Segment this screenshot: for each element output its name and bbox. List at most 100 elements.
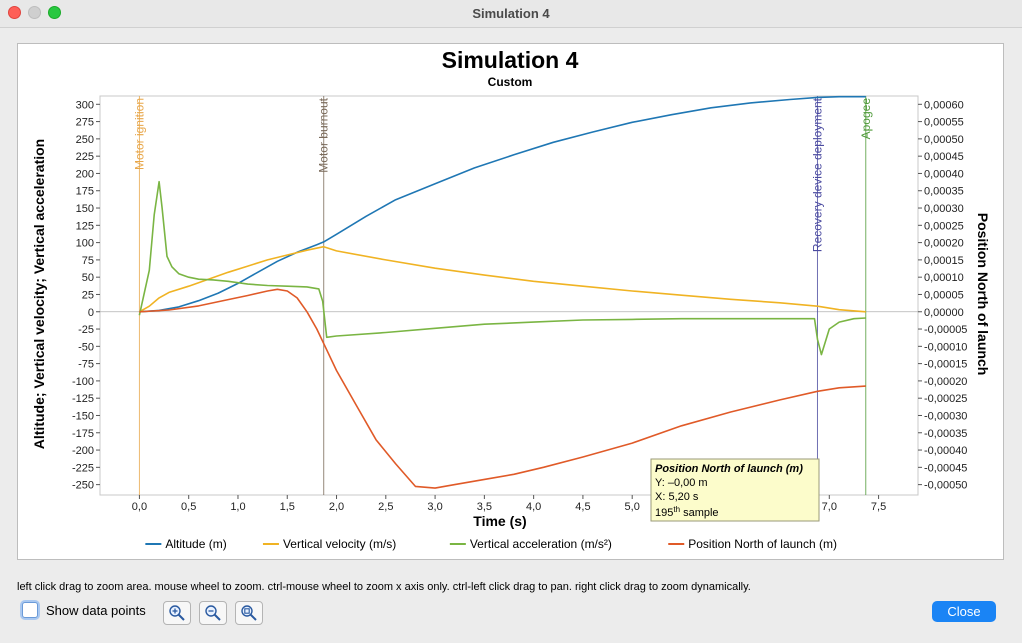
y-right-tick-label: -0,00015 <box>924 359 967 371</box>
x-tick-label: 7,0 <box>822 501 837 513</box>
x-tick-label: 4,0 <box>526 501 541 513</box>
x-tick-label: 0,5 <box>181 501 196 513</box>
y-right-tick-label: -0,00030 <box>924 410 967 422</box>
y-left-tick-label: -125 <box>72 393 94 405</box>
legend: Altitude (m) Vertical velocity (m/s) Verti… <box>145 537 837 551</box>
x-tick-label: 1,0 <box>230 501 245 513</box>
y-left-tick-label: 0 <box>88 307 94 319</box>
y-right-tick-label: 0,00030 <box>924 203 964 215</box>
y-left-tick-label: 200 <box>76 168 94 180</box>
tooltip-title: Position North of launch (m) <box>655 463 803 475</box>
maximize-window-button[interactable] <box>48 6 61 19</box>
legend-label: Vertical velocity (m/s) <box>283 537 396 551</box>
tooltip-sample: 195th sample <box>655 505 719 519</box>
zoom-in-button[interactable] <box>163 601 191 625</box>
y-left-tick-label: 225 <box>76 151 94 163</box>
y-right-tick-label: -0,00045 <box>924 462 967 474</box>
y-right-tick-label: -0,00005 <box>924 324 967 336</box>
y-left-tick-label: -25 <box>78 324 94 336</box>
tooltip-y: Y: –0,00 m <box>655 477 708 489</box>
x-tick-label: 3,5 <box>477 501 492 513</box>
zoom-out-button[interactable] <box>199 601 227 625</box>
legend-label: Altitude (m) <box>165 537 226 551</box>
y-left-tick-label: 275 <box>76 117 94 129</box>
series-line <box>139 95 866 313</box>
x-axis-label: Time (s) <box>473 513 526 529</box>
window-titlebar: Simulation 4 <box>0 0 1022 28</box>
y-right-tick-label: 0,00050 <box>924 134 964 146</box>
x-tick-label: 2,5 <box>378 501 393 513</box>
show-data-points-checkbox[interactable] <box>22 602 38 618</box>
x-tick-label: 3,0 <box>427 501 442 513</box>
zoom-reset-icon <box>241 605 257 621</box>
y-right-tick-label: 0,00020 <box>924 238 964 250</box>
show-data-points-label: Show data points <box>46 602 146 618</box>
plot-area[interactable] <box>99 95 919 496</box>
y-left-tick-label: -175 <box>72 428 94 440</box>
y-left-tick-label: -100 <box>72 376 94 388</box>
y-left-tick-label: 125 <box>76 220 94 232</box>
y-right-tick-label: -0,00050 <box>924 480 967 492</box>
y-right-tick-label: 0,00000 <box>924 307 964 319</box>
tooltip-sample-sup: th <box>673 505 680 514</box>
zoom-out-icon <box>205 605 221 621</box>
y-left-tick-label: 250 <box>76 134 94 146</box>
y-right-tick-label: 0,00010 <box>924 272 964 284</box>
help-text: left click drag to zoom area. mouse whee… <box>17 581 751 593</box>
series-line <box>139 245 866 313</box>
y-right-tick-label: -0,00020 <box>924 376 967 388</box>
chart-panel[interactable]: Simulation 4 Custom Motor ignition Motor … <box>17 43 1004 560</box>
close-button[interactable]: Close <box>932 601 996 622</box>
y-right-tick-label: -0,00010 <box>924 341 967 353</box>
y-right-tick-label: 0,00005 <box>924 289 964 301</box>
y-right-tick-label: 0,00045 <box>924 151 964 163</box>
y-right-tick-label: 0,00040 <box>924 168 964 180</box>
legend-label: Vertical acceleration (m/s²) <box>470 537 612 551</box>
minimize-window-button[interactable] <box>28 6 41 19</box>
event-label: Motor ignition <box>132 98 146 170</box>
x-tick-label: 5,0 <box>625 501 640 513</box>
y-right-tick-label: 0,00035 <box>924 186 964 198</box>
y-axis-right-label: Position North of launch <box>975 213 991 376</box>
x-tick-label: 0,0 <box>132 501 147 513</box>
x-tick-label: 7,5 <box>871 501 886 513</box>
y-axis-left-label: Altitude; Vertical velocity; Vertical ac… <box>31 139 47 449</box>
close-window-button[interactable] <box>8 6 21 19</box>
tooltip: Position North of launch (m) Y: –0,00 m … <box>650 458 820 522</box>
y-left-tick-label: 150 <box>76 203 94 215</box>
tooltip-x: X: 5,20 s <box>655 491 699 503</box>
series-line <box>139 288 866 489</box>
y-left-tick-label: -225 <box>72 462 94 474</box>
tooltip-box <box>650 458 820 522</box>
y-right-tick-label: 0,00025 <box>924 220 964 232</box>
chart-svg[interactable]: Simulation 4 Custom Motor ignition Motor … <box>18 44 1003 559</box>
zoom-reset-button[interactable] <box>235 601 263 625</box>
y-right-tick-label: 0,00060 <box>924 99 964 111</box>
x-tick-label: 1,5 <box>280 501 295 513</box>
chart-title: Simulation 4 <box>442 47 579 73</box>
y-left-tick-label: -200 <box>72 445 94 457</box>
y-right-tick-label: 0,00015 <box>924 255 964 267</box>
y-right-tick-label: -0,00035 <box>924 428 967 440</box>
y-left-tick-label: 175 <box>76 186 94 198</box>
y-left-tick-label: -150 <box>72 410 94 422</box>
y-left-tick-label: 25 <box>82 289 94 301</box>
y-left-tick-label: -50 <box>78 341 94 353</box>
tooltip-sample-num: 195 <box>655 507 673 519</box>
y-left-tick-label: 50 <box>82 272 94 284</box>
legend-label: Position North of launch (m) <box>688 537 837 551</box>
y-left-tick-label: 75 <box>82 255 94 267</box>
event-label: Motor burnout <box>317 97 331 172</box>
series-line <box>138 180 866 356</box>
y-left-tick-label: -75 <box>78 359 94 371</box>
chart-subtitle: Custom <box>488 75 533 89</box>
x-tick-label: 4,5 <box>575 501 590 513</box>
y-left-tick-label: -250 <box>72 480 94 492</box>
y-right-tick-label: -0,00025 <box>924 393 967 405</box>
y-right-tick-label: -0,00040 <box>924 445 967 457</box>
window-title: Simulation 4 <box>472 6 550 21</box>
x-tick-label: 2,0 <box>329 501 344 513</box>
show-data-points-toggle[interactable]: Show data points <box>22 602 146 618</box>
event-label: Recovery device deployment <box>810 97 824 252</box>
y-left-tick-label: 300 <box>76 99 94 111</box>
